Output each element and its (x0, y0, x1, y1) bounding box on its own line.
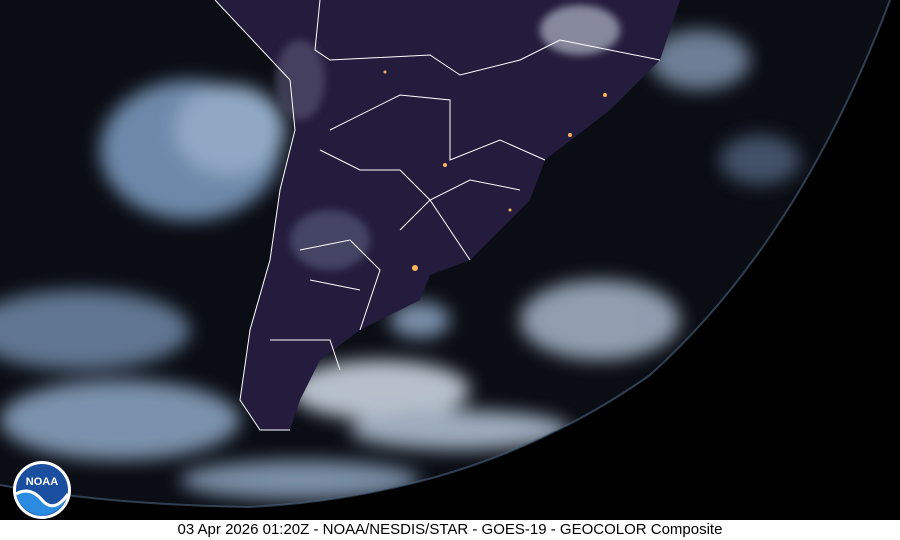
satellite-image (0, 0, 891, 509)
image-caption: 03 Apr 2026 01:20Z - NOAA/NESDIS/STAR - … (177, 521, 723, 538)
earth-limb (0, 0, 891, 509)
earth-disk (0, 0, 890, 507)
political-borders (214, 0, 661, 431)
svg-text:NOAA: NOAA (26, 476, 58, 488)
city-lights (383, 70, 607, 271)
south-america-land (215, 0, 680, 430)
noaa-logo-icon: NOAA (13, 461, 71, 519)
land-clouds (275, 5, 620, 270)
caption-bar: 03 Apr 2026 01:20Z - NOAA/NESDIS/STAR - … (0, 520, 900, 540)
